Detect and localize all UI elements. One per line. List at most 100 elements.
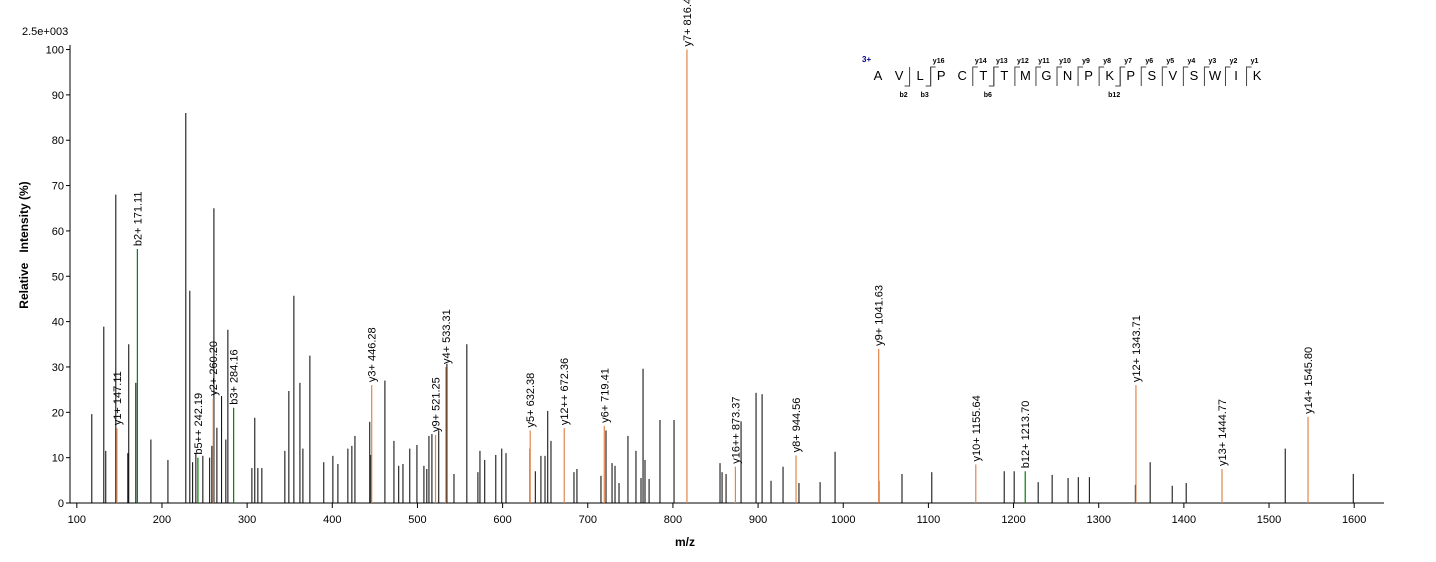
residue: P [937,68,946,83]
charge-label: 3+ [862,55,871,64]
y-ion-label: y11 [1038,58,1049,65]
peak-label: y1+ 147.11 [112,371,124,425]
y-ion-break [1246,66,1252,86]
y-tick-label: 30 [52,362,64,374]
y-ion-break [1119,66,1126,86]
y-tick-label: 60 [52,226,64,238]
y-ion-break [1182,66,1189,86]
peak-label: y13+ 1444.77 [1217,399,1229,466]
residue: M [1020,68,1031,83]
residue: S [1190,68,1199,83]
y-ion-label: y4 [1187,58,1195,65]
x-tick-label: 900 [749,514,767,526]
peak-label: y8+ 944.56 [791,398,803,453]
y-ion-break [1203,66,1210,86]
peak-label: y3+ 446.28 [367,327,379,382]
residue: P [1126,68,1135,83]
residue: I [1234,68,1238,83]
b-ion-break [904,67,911,87]
x-tick-label: 1400 [1172,514,1196,526]
y-ion-break [1077,66,1084,86]
residue: L [917,68,924,83]
y-ion-label: y16 [933,58,945,65]
y-tick-label: 90 [52,90,64,102]
x-tick-label: 400 [323,514,341,526]
b-ion-break [1115,67,1121,87]
residue: T [1000,68,1008,83]
y-ion-break [1098,66,1105,86]
peak-label: y9+ 1041.63 [874,285,886,346]
y-ion-break [1035,66,1041,86]
x-tick-label: 800 [664,514,682,526]
residue: K [1253,68,1262,83]
y-ion-label: y13 [996,58,1008,65]
y-tick-label: 0 [58,498,64,510]
y-tick-label: 100 [46,45,64,57]
b-ion-label: b3 [921,92,929,99]
residue: G [1041,68,1051,83]
peak-label: b2+ 171.11 [132,192,144,247]
residue: C [958,68,967,83]
x-tick-label: 1600 [1342,514,1366,526]
residue: A [874,68,883,83]
y-ion-break [972,66,978,86]
y-ion-label: y1 [1251,58,1259,65]
b-ion-label: b2 [900,92,908,99]
b-ion-break [988,67,995,87]
b-ion-label: b12 [1108,92,1120,99]
y-tick-label: 50 [52,271,64,283]
residue: V [895,68,904,83]
y-ion-label: y10 [1059,58,1071,65]
x-tick-label: 700 [579,514,597,526]
residue: W [1209,68,1222,83]
x-tick-label: 500 [408,514,426,526]
peak-label: b12+ 1213.70 [1020,401,1032,469]
peak-label: b5++ 242.19 [193,393,205,455]
y-ion-label: y9 [1082,58,1090,65]
y-tick-label: 40 [52,317,64,329]
y-tick-label: 10 [52,453,64,465]
x-axis-label: m/z [675,535,695,549]
y-ion-label: y2 [1230,58,1238,65]
residue: N [1063,68,1072,83]
y-tick-label: 70 [52,181,64,193]
x-tick-label: 1100 [917,514,941,526]
y-ion-break [1140,66,1147,86]
y-ion-break [930,66,936,86]
x-tick-label: 600 [493,514,511,526]
residue: T [979,68,987,83]
x-tick-label: 200 [153,514,171,526]
b-ion-label: b6 [984,92,992,99]
x-tick-label: 100 [68,514,86,526]
y-ion-break [1056,66,1063,86]
y-axis-label: Relative Intensity (%) [17,181,31,308]
y-ion-label: y12 [1017,58,1029,65]
y-ion-label: y3 [1209,58,1217,65]
y-ion-label: y7 [1124,58,1132,65]
peak-label: y6+ 719.41 [599,368,611,423]
x-tick-label: 1200 [1001,514,1025,526]
residue: S [1147,68,1156,83]
peak-label: y12++ 672.36 [559,358,571,425]
peak-label: y16++ 873.37 [730,396,742,463]
peak-label: y10+ 1155.64 [971,395,983,461]
residue: P [1084,68,1093,83]
y-ion-break [1014,66,1020,86]
y-tick-label: 80 [52,135,64,147]
scale-note: 2.5e+003 [22,26,68,38]
x-tick-label: 1000 [831,514,855,526]
peak-label: y2+ 260.20 [208,341,220,396]
b-ion-break [925,67,932,87]
peak-label: y5+ 632.38 [525,373,537,428]
peak-label: b3+ 284.16 [229,349,241,404]
y-ion-label: y5 [1166,58,1174,65]
residue: V [1169,68,1178,83]
x-tick-label: 1300 [1086,514,1110,526]
x-tick-label: 300 [238,514,256,526]
y-ion-label: y6 [1145,58,1153,65]
peak-label: y12+ 1343.71 [1131,315,1143,382]
residue: K [1105,68,1114,83]
y-ion-label: y8 [1103,58,1111,65]
y-tick-label: 20 [52,407,64,419]
